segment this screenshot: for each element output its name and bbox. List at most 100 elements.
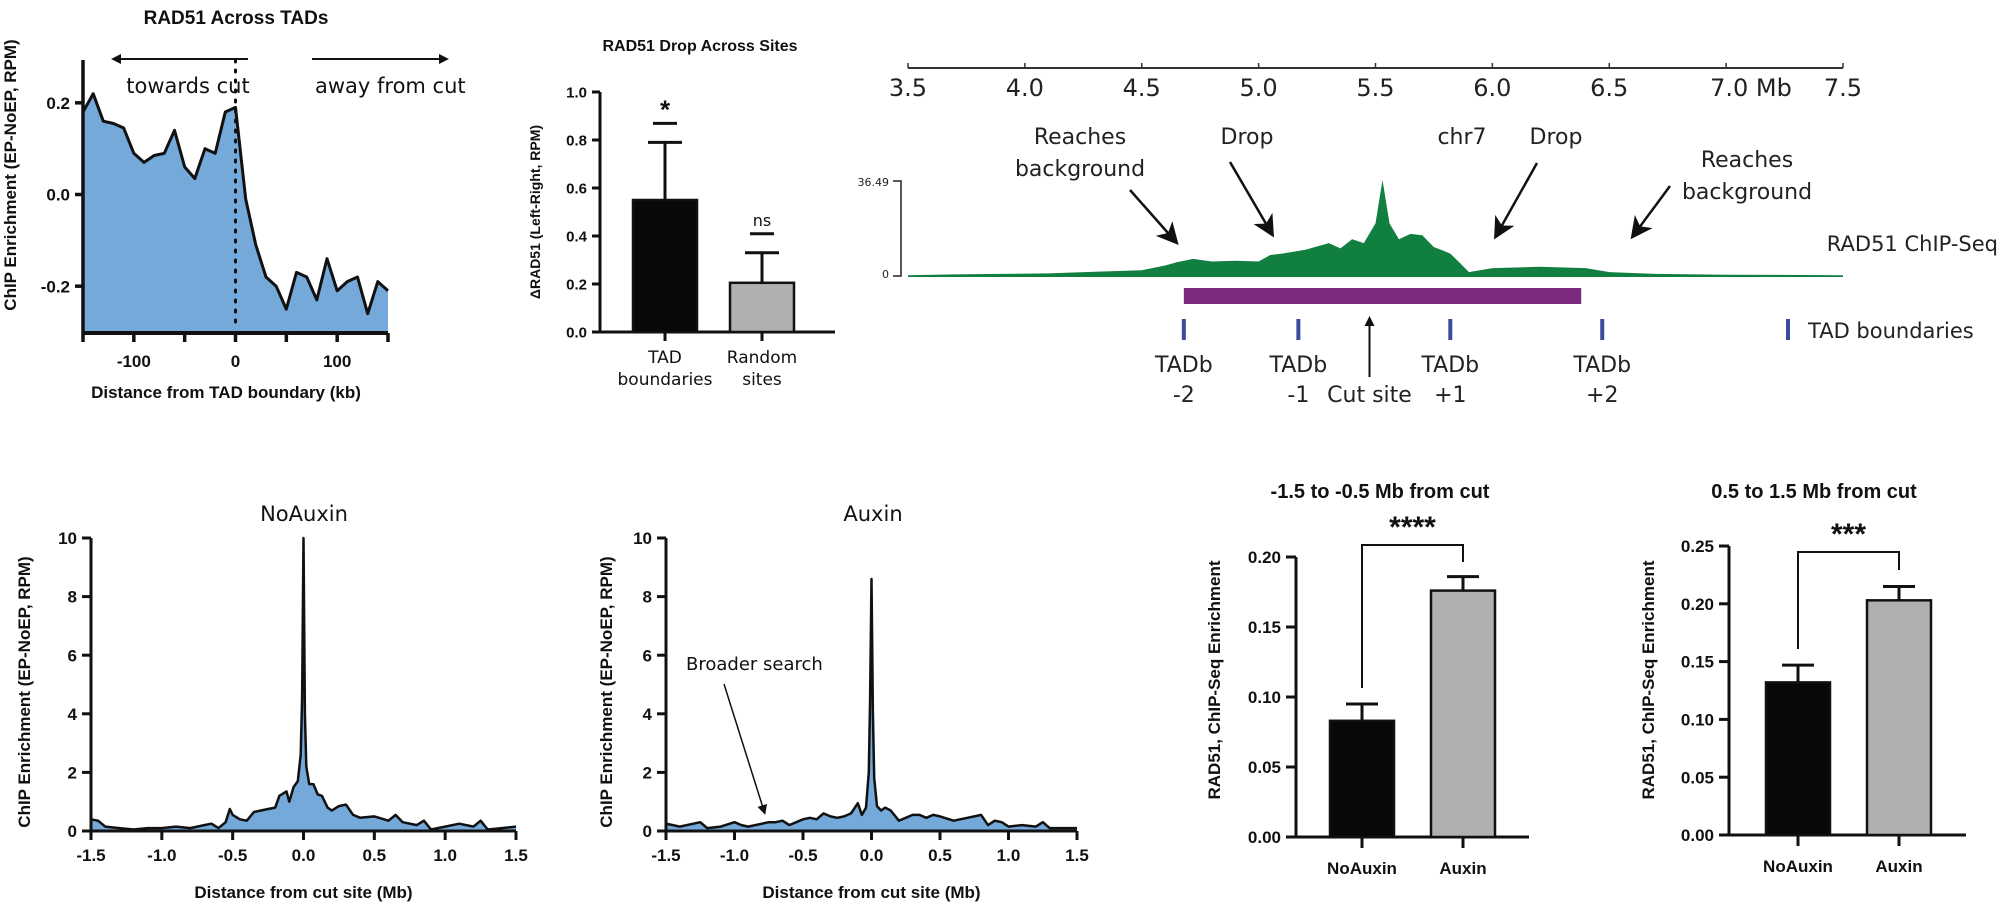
annotation-text: Drop — [1221, 125, 1274, 150]
x-tick-label: 0.5 — [928, 846, 952, 865]
x-tick-label: 0.0 — [860, 846, 884, 865]
x-tick-label: -1.0 — [147, 846, 176, 865]
y-tick-label: 0 — [68, 822, 77, 841]
ruler-tick-label: 3.5 — [889, 74, 927, 102]
area-fill — [666, 579, 1077, 831]
significance-bracket — [1797, 551, 1900, 649]
annotation-text: background — [1682, 180, 1812, 205]
towards-cut-label: towards cut — [126, 74, 249, 98]
y-axis-title: ChIP Enrichment (EP-NoEP, RPM) — [1, 39, 20, 310]
y-axis-title: ΔRAD51 (Left-Right, RPM) — [527, 125, 543, 299]
significance-label: **** — [1389, 511, 1436, 544]
ruler-tick-label: 7.0 Mb — [1710, 74, 1792, 102]
y-tick-label: 10 — [633, 529, 652, 548]
x-category-label: sites — [742, 370, 782, 390]
chart-title: Auxin — [843, 502, 902, 526]
annotation-arrow — [1630, 185, 1672, 240]
ruler-tick-label: 6.0 — [1473, 74, 1511, 102]
x-tick-label: 0.0 — [292, 846, 316, 865]
x-tick-label: -0.5 — [788, 846, 817, 865]
annotation-text: background — [1015, 157, 1145, 182]
y-tick-label: 6 — [68, 646, 77, 665]
right-region-bar-chart: 0.00 0.05 0.10 0.15 0.20 0.25 NoAuxin Auxin *** 0… — [1639, 481, 1966, 876]
x-tick-label: -1.5 — [76, 846, 105, 865]
tad-boundary-index: +2 — [1586, 383, 1618, 408]
y-tick-label: 0.20 — [1248, 548, 1281, 567]
y-tick-label: 0.25 — [1681, 537, 1714, 556]
x-category-label: NoAuxin — [1763, 857, 1833, 876]
y-tick-label: 10 — [58, 529, 77, 548]
tad-boundary-label: TADb — [1269, 353, 1328, 378]
y-tick-label: 1.0 — [566, 84, 587, 101]
tad-boundary-marker — [1600, 319, 1605, 340]
annotation-text: Reaches — [1701, 148, 1793, 173]
tad-boundary-label: TADb — [1572, 353, 1631, 378]
x-category-label: boundaries — [618, 370, 713, 390]
x-tick-label: 0.5 — [363, 846, 387, 865]
significance-label: * — [660, 94, 671, 124]
ruler-tick-label: 5.0 — [1240, 74, 1278, 102]
annotation-text: Drop — [1530, 125, 1583, 150]
data-range-max: 36.49 — [858, 176, 890, 189]
noauxin-profile-chart: 0 2 4 6 8 10 -1.5 -1.0 -0.5 0.0 0.5 1.0 1.5 NoAuxin Di… — [15, 502, 528, 902]
x-axis-title: Distance from TAD boundary (kb) — [91, 383, 361, 402]
ruler-tick-label: 4.5 — [1123, 74, 1161, 102]
x-axis-title: Distance from cut site (Mb) — [762, 883, 980, 902]
bar — [1764, 681, 1832, 837]
series-line — [90, 536, 517, 831]
y-tick-label: 0.10 — [1681, 711, 1714, 730]
y-tick-label: -0.2 — [41, 277, 70, 296]
x-tick-label: 0 — [231, 352, 240, 371]
x-axis-title: Distance from cut site (Mb) — [194, 883, 412, 902]
y-tick-label: 0.05 — [1248, 758, 1281, 777]
tad-boundary-marker — [1296, 319, 1301, 340]
chart-title: RAD51 Across TADs — [144, 8, 329, 29]
y-axis-title: RAD51, ChIP-Seq Enrichment — [1639, 560, 1658, 799]
tad-profile-chart: -0.2 0.0 0.2 -100 0 100 RAD51 Across TADs Dista… — [1, 8, 466, 402]
chip-seq-track — [908, 180, 1843, 277]
annotation-text: Broader search — [686, 654, 823, 675]
significance-label: ns — [753, 211, 771, 230]
annotation-arrow — [1228, 161, 1275, 238]
x-tick-label: 1.0 — [433, 846, 457, 865]
significance-label: *** — [1831, 518, 1866, 551]
chart-title: 0.5 to 1.5 Mb from cut — [1711, 481, 1917, 503]
bar — [1328, 719, 1396, 839]
tad-boundary-index: -1 — [1287, 383, 1309, 408]
tad-boundary-label: TADb — [1420, 353, 1479, 378]
x-category-label: Auxin — [1439, 859, 1486, 878]
y-tick-label: 8 — [643, 588, 652, 607]
y-tick-label: 0.2 — [46, 94, 70, 113]
y-axis-title: ChIP Enrichment (EP-NoEP, RPM) — [15, 556, 34, 827]
chart-title: -1.5 to -0.5 Mb from cut — [1271, 481, 1490, 503]
ruler-tick-label: 7.5 — [1824, 74, 1862, 102]
ruler-tick-label: 6.5 — [1590, 74, 1628, 102]
x-tick-label: 100 — [323, 352, 351, 371]
data-range-bracket — [893, 180, 902, 277]
x-tick-label: 1.5 — [1065, 846, 1089, 865]
legend-tad-label: TAD boundaries — [1807, 319, 1974, 343]
y-axis-title: ChIP Enrichment (EP-NoEP, RPM) — [597, 556, 616, 827]
left-region-bar-chart: 0.00 0.05 0.10 0.15 0.20 NoAuxin Auxin **** -1.5… — [1205, 481, 1529, 878]
annotation-arrow — [1129, 189, 1179, 245]
x-tick-label: -1.5 — [651, 846, 680, 865]
y-axis-title: RAD51, ChIP-Seq Enrichment — [1205, 560, 1224, 799]
y-tick-label: 6 — [643, 646, 652, 665]
y-tick-label: 2 — [68, 764, 77, 783]
y-tick-label: 0.10 — [1248, 688, 1281, 707]
annotation-arrow — [723, 683, 768, 815]
y-tick-label: 0.8 — [566, 132, 587, 149]
tad-boundary-index: +1 — [1434, 383, 1466, 408]
track-label: RAD51 ChIP-Seq — [1827, 232, 1998, 256]
y-tick-label: 0.4 — [566, 228, 588, 245]
chromosome-label: chr7 — [1437, 125, 1486, 150]
bar — [1429, 589, 1497, 839]
y-tick-label: 0.0 — [46, 186, 70, 205]
x-tick-label: -0.5 — [218, 846, 247, 865]
y-tick-label: 2 — [643, 764, 652, 783]
annotation-text: Reaches — [1034, 125, 1126, 150]
series-line — [665, 577, 1077, 830]
x-category-label: Auxin — [1875, 857, 1922, 876]
annotation-arrow — [1494, 162, 1539, 240]
